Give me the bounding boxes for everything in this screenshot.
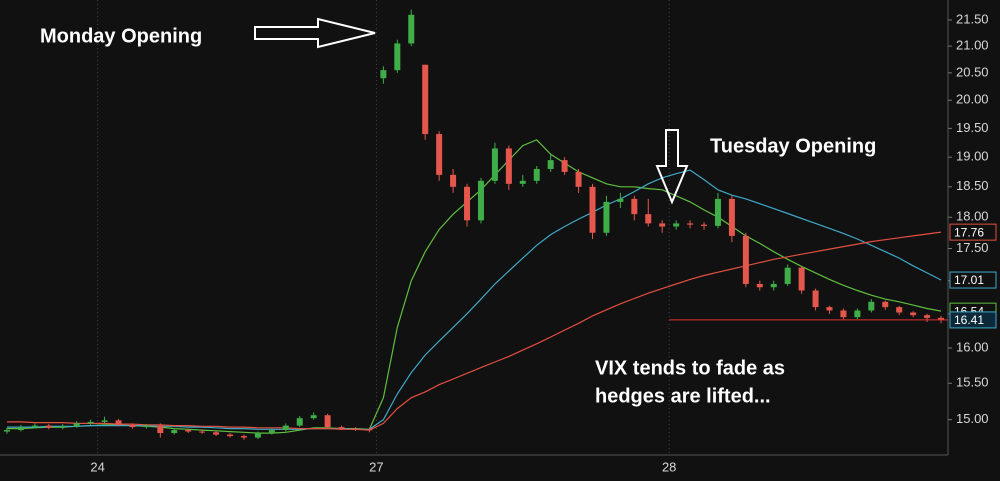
candle-body [868,301,875,311]
x-tick-label: 28 [662,459,676,474]
annotation: VIX tends to fade as [595,357,785,379]
candle-body [45,425,52,428]
candle-body [199,431,206,433]
price-tag-label: 16.41 [954,313,984,327]
candle-body [547,160,554,169]
y-tick-label: 16.00 [956,339,989,354]
candle-body [575,171,582,187]
arrow [655,129,689,205]
candle-body [756,283,763,288]
candle-body [910,312,917,316]
candle-body [603,201,610,233]
candle-body [394,43,401,71]
candle-body [519,180,526,184]
candle-body [338,427,345,429]
candle-body [896,307,903,313]
annotation: hedges are lifted... [595,385,771,407]
candle-body [157,425,164,434]
candle-body [770,283,777,288]
price-tag-label: 17.76 [954,225,984,239]
candle-body [240,436,247,438]
candle-body [324,415,331,428]
arrow [254,17,376,49]
candle-body [17,427,24,431]
candle-body [659,223,666,227]
candle-body [282,425,289,431]
candle-body [213,432,220,435]
candle-body [254,433,261,438]
moving-average-line [7,231,942,431]
candle-body [436,134,443,175]
candle-body [742,235,749,284]
candle-body [477,180,484,221]
candle-body [143,425,150,428]
price-tag [949,271,997,289]
candle-body [310,415,317,419]
y-tick-label: 18.00 [956,209,989,224]
y-tick-label: 21.00 [956,38,989,53]
candle-body [227,434,234,437]
price-tag [949,311,997,329]
candle-body [589,186,596,233]
candle-body [784,267,791,284]
candle-body [352,428,359,430]
y-tick-label: 15.00 [956,411,989,426]
candle-body [533,168,540,181]
candle-body [101,420,108,422]
y-tick-label: 17.50 [956,240,989,255]
y-tick-label: 19.00 [956,149,989,164]
y-tick-label: 15.50 [956,375,989,390]
candle-body [87,421,94,424]
candle-body [73,423,80,427]
candle-body [422,64,429,135]
candle-body [464,186,471,221]
candle-body [882,301,889,308]
candle-body [268,430,275,434]
candle-body [645,214,652,224]
candle-body [561,160,568,172]
candle-body [617,198,624,202]
y-tick-label: 20.50 [956,64,989,79]
candle-body [840,310,847,318]
candle-body [631,198,638,215]
candle-body [673,223,680,227]
annotation: Monday Opening [40,25,202,47]
candle-body [129,424,136,428]
y-tick-label: 18.50 [956,178,989,193]
annotation: Tuesday Opening [710,135,876,157]
candle-body [366,429,373,431]
candle-body [701,224,708,226]
candle-body [854,310,861,318]
y-tick-label: 21.50 [956,11,989,26]
candle-body [924,315,931,318]
candle-body [714,198,721,226]
candle-body [728,198,735,236]
price-tag [949,223,997,241]
candle-body [408,14,415,44]
candle-body [826,307,833,311]
candle-body [171,430,178,434]
candle-body [31,425,38,428]
candle-body [450,174,457,187]
candle-body [296,418,303,426]
candle-body [185,430,192,432]
x-tick-label: 27 [369,459,383,474]
y-tick-label: 19.50 [956,120,989,135]
candle-body [812,290,819,308]
price-tag-label: 17.01 [954,273,984,287]
candle-body [798,267,805,291]
candle-body [505,148,512,184]
candle-body [687,223,694,225]
candle-body [491,148,498,181]
x-tick-label: 24 [90,459,104,474]
candle-body [3,430,10,432]
candle-body [380,70,387,79]
candle-body [938,317,945,320]
candle-body [59,426,66,428]
y-tick-label: 20.00 [956,92,989,107]
candle-body [115,420,122,425]
